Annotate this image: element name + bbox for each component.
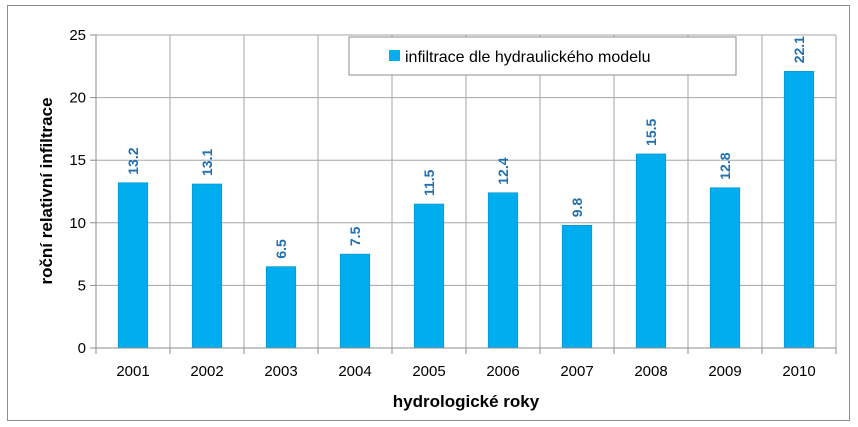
x-axis-title: hydrologické roky (393, 392, 540, 411)
x-tick-label: 2007 (560, 363, 593, 380)
y-tick-label: 20 (69, 90, 86, 107)
data-label-2006: 12.4 (495, 157, 511, 184)
y-tick-label: 25 (69, 27, 86, 44)
data-label-2001: 13.2 (125, 147, 141, 174)
bar-2010 (783, 71, 815, 349)
y-axis-title: roční relativní infiltrace (37, 97, 56, 284)
data-label-2003: 6.5 (273, 239, 289, 259)
x-tick-label: 2001 (116, 363, 149, 380)
data-label-2004: 7.5 (347, 226, 363, 246)
data-label-2010: 22.1 (791, 36, 807, 63)
data-label-2008: 15.5 (643, 118, 659, 145)
label-layer: 0 5 10 15 20 25 13.2 2001 13.1 2002 6.5 2003 7.5 2004… (69, 27, 815, 380)
bar-2008 (635, 153, 667, 349)
bar-2005 (413, 203, 445, 349)
data-label-2005: 11.5 (421, 169, 437, 196)
y-tick-label: 0 (78, 340, 86, 357)
x-tick-label: 2009 (708, 363, 741, 380)
data-label-2009: 12.8 (717, 152, 733, 179)
bar-2009 (709, 187, 741, 349)
data-label-2002: 13.1 (199, 149, 215, 176)
x-tick-label: 2006 (486, 363, 519, 380)
bar-2003 (265, 266, 297, 349)
bar-2002 (191, 183, 223, 349)
bar-2007 (561, 225, 593, 349)
bar-2004 (339, 253, 371, 349)
legend: infiltrace dle hydraulického modelu (348, 36, 737, 76)
legend-label: infiltrace dle hydraulického modelu (405, 49, 650, 66)
bar-layer (117, 71, 815, 349)
x-tick-label: 2002 (190, 363, 223, 380)
axis-layer (90, 34, 837, 354)
x-tick-label: 2004 (338, 363, 371, 380)
bar-2001 (117, 182, 149, 349)
x-tick-label: 2003 (264, 363, 297, 380)
x-tick-label: 2010 (782, 363, 815, 380)
legend-swatch (389, 50, 400, 61)
y-tick-label: 10 (69, 215, 86, 232)
x-tick-label: 2005 (412, 363, 445, 380)
x-tick-label: 2008 (634, 363, 667, 380)
y-tick-label: 15 (69, 152, 86, 169)
data-label-2007: 9.8 (569, 198, 585, 218)
legend-box (348, 36, 737, 76)
y-tick-label: 5 (78, 277, 86, 294)
bar-2006 (487, 192, 519, 349)
